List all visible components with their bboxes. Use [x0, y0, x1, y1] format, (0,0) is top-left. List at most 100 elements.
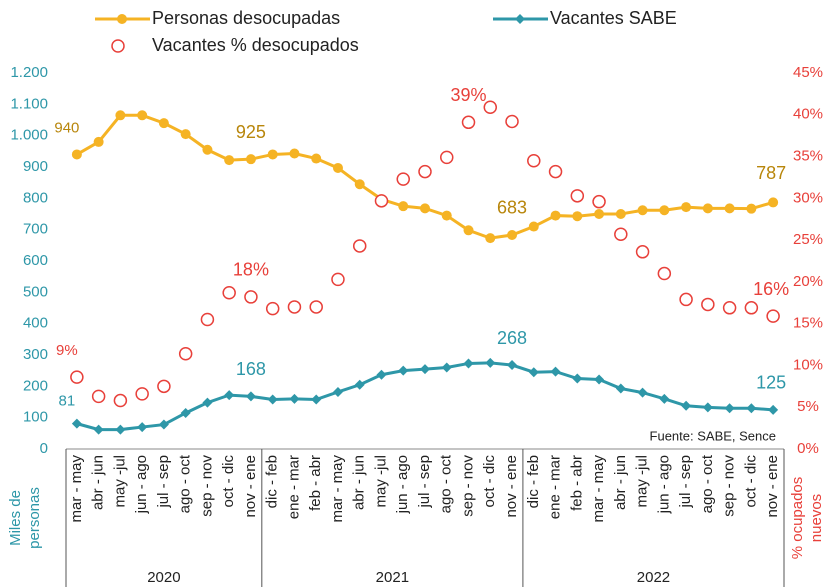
- data-point: [113, 393, 128, 408]
- x-tick-label: ene - mar: [285, 455, 302, 519]
- data-label: 268: [497, 328, 527, 348]
- data-point: [202, 144, 213, 155]
- data-point: [637, 387, 648, 398]
- x-tick-label: sep - nov: [198, 455, 215, 517]
- x-tick-label: abr - jun: [612, 455, 629, 510]
- x-tick-label: ago - oct: [177, 454, 194, 513]
- y-tick-label: 200: [23, 377, 48, 394]
- data-point: [722, 301, 737, 315]
- data-point: [267, 394, 278, 405]
- x-tick-label: sep - nov: [721, 455, 738, 517]
- data-point: [766, 309, 780, 323]
- data-point: [528, 367, 539, 378]
- y-tick-label: 100: [23, 409, 48, 426]
- y2-tick-label: 20%: [793, 273, 823, 290]
- x-tick-label: oct - dic: [742, 455, 759, 508]
- data-point: [746, 403, 757, 414]
- data-point: [702, 402, 713, 413]
- y-tick-label: 500: [23, 283, 48, 300]
- data-point: [309, 300, 323, 314]
- data-label: 9%: [56, 342, 78, 359]
- x-tick-label: jul - sep: [416, 455, 433, 509]
- data-point: [463, 225, 474, 236]
- legend-label: Personas desocupadas: [152, 8, 340, 28]
- data-point: [71, 149, 82, 160]
- data-point: [550, 210, 561, 221]
- year-label: 2021: [376, 569, 409, 586]
- data-point: [746, 203, 757, 214]
- data-point: [768, 197, 779, 208]
- data-point: [441, 210, 452, 221]
- y-tick-label: 1.200: [10, 64, 48, 81]
- data-point: [615, 383, 626, 394]
- x-tick-label: mar - may: [68, 455, 85, 523]
- data-point: [311, 153, 322, 164]
- data-label: 81: [59, 393, 76, 410]
- data-point: [615, 209, 626, 219]
- data-point: [224, 390, 235, 401]
- y2-tick-label: 35%: [793, 148, 823, 165]
- data-point: [244, 290, 258, 304]
- x-tick-label: jun - ago: [394, 455, 411, 514]
- data-point: [548, 164, 563, 179]
- y-tick-label: 0: [40, 440, 48, 457]
- data-point: [659, 393, 670, 404]
- data-point: [354, 179, 365, 190]
- x-tick-label: jun - ago: [133, 455, 150, 514]
- data-point: [396, 172, 410, 186]
- y-tick-label: 1.000: [10, 127, 48, 144]
- x-tick-label: ago - oct: [699, 454, 716, 513]
- x-tick-label: may -jul: [111, 455, 128, 508]
- y2-tick-label: 40%: [793, 106, 823, 123]
- x-tick-label: mar - may: [590, 455, 607, 523]
- data-point: [724, 203, 735, 214]
- legend-marker: [117, 14, 127, 24]
- x-tick-label: nov - ene: [503, 455, 520, 518]
- data-point: [135, 387, 149, 401]
- data-point: [398, 365, 409, 376]
- data-point: [374, 194, 389, 208]
- data-point: [332, 162, 343, 173]
- data-point: [483, 100, 498, 115]
- x-tick-label: feb - abr: [307, 455, 324, 511]
- data-point: [463, 358, 474, 369]
- data-point: [572, 373, 583, 384]
- data-point: [331, 272, 345, 287]
- data-point: [202, 397, 213, 408]
- data-point: [505, 114, 519, 129]
- data-point: [289, 393, 300, 404]
- data-point: [635, 245, 650, 259]
- legend-label: Vacantes % desocupados: [152, 35, 359, 55]
- x-tick-label: dic - feb: [525, 455, 542, 508]
- legend-label: Vacantes SABE: [550, 8, 677, 28]
- data-point: [507, 360, 518, 371]
- y-tick-label: 900: [23, 158, 48, 175]
- x-tick-label: oct - dic: [220, 455, 237, 508]
- data-point: [594, 209, 605, 219]
- x-tick-label: abr - jun: [90, 455, 107, 510]
- data-point: [485, 357, 496, 368]
- data-point: [137, 110, 148, 121]
- data-point: [200, 312, 215, 327]
- data-point: [744, 301, 759, 315]
- data-point: [681, 400, 692, 411]
- legend-marker: [515, 14, 525, 24]
- y-tick-label: 400: [23, 315, 48, 332]
- data-point: [71, 418, 82, 429]
- x-tick-label: feb - abr: [568, 455, 585, 511]
- data-label: 39%: [450, 85, 486, 105]
- x-tick-label: dic - feb: [264, 455, 281, 508]
- y-tick-label: 600: [23, 252, 48, 269]
- data-point: [679, 292, 693, 307]
- y-tick-label: 300: [23, 346, 48, 363]
- data-point: [376, 369, 387, 380]
- data-point: [158, 419, 169, 430]
- data-point: [224, 155, 235, 166]
- y-axis-title: Miles de: [7, 490, 24, 546]
- data-point: [614, 227, 628, 242]
- y-tick-label: 1.100: [10, 95, 48, 112]
- data-point: [115, 424, 126, 435]
- data-label: 683: [497, 198, 527, 218]
- data-point: [659, 205, 670, 216]
